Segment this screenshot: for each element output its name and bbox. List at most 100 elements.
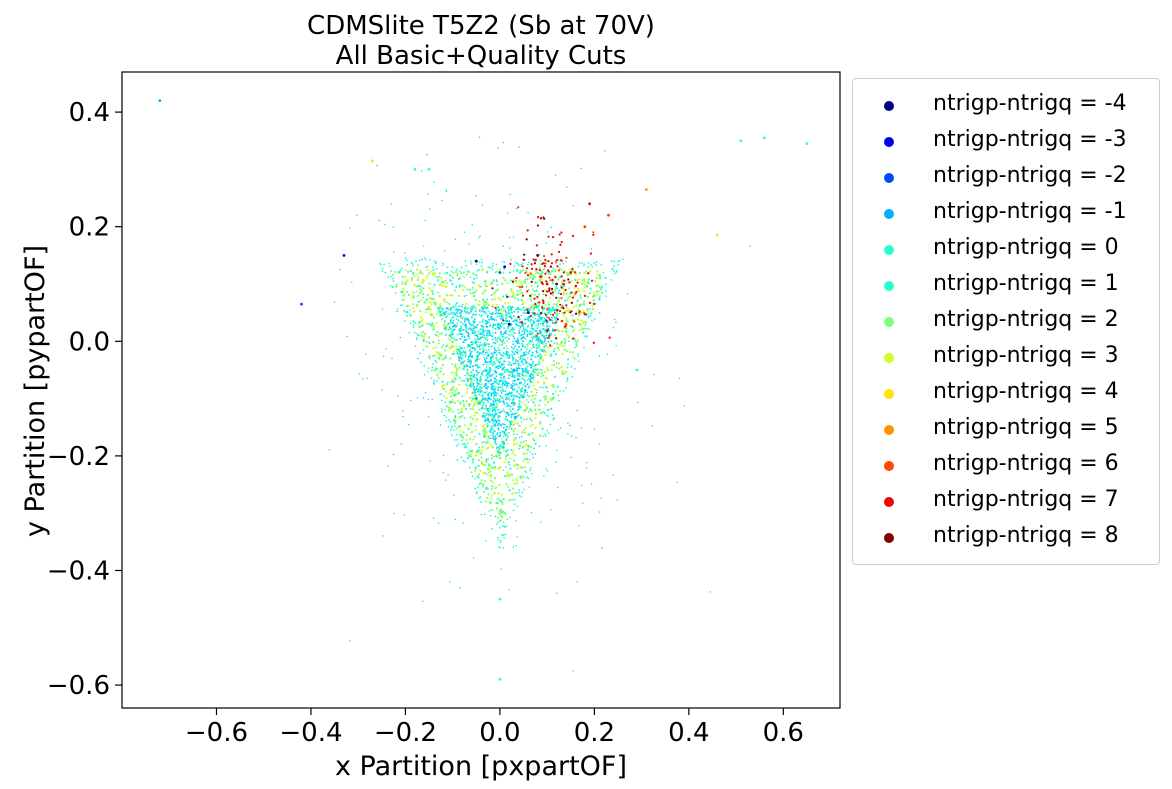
point-halo [440,408,443,410]
point-band [428,308,431,310]
point-halo [589,314,592,317]
point-band [519,271,522,274]
point-band [421,318,424,321]
point-halo [559,390,562,393]
point-halo [613,272,616,275]
point-band [545,385,547,388]
point-band [486,487,489,490]
point-band [455,303,457,306]
point-band [577,287,580,290]
point-halo [480,501,482,504]
point-halo [526,263,529,266]
point-band [547,301,550,304]
point-halo [525,471,528,474]
point-band [479,469,482,472]
point-halo [389,284,392,287]
point-band [520,477,522,480]
point-band [523,403,526,406]
point-band [587,278,590,281]
point-halo [426,370,429,373]
point-halo [502,521,505,524]
point-halo [521,262,524,265]
point-band [487,468,489,470]
point-band [413,310,416,313]
point-halo [528,261,530,264]
point-band [401,275,404,278]
point-band [575,304,578,307]
point-halo [548,432,550,434]
point-band [501,501,504,504]
point-band [491,446,494,449]
point-band [437,335,439,338]
point-band [451,398,454,401]
point-band [521,401,524,404]
point-band [558,289,561,292]
point-band [487,463,490,466]
point-band [443,281,446,284]
point-band [572,305,575,308]
point-halo [464,259,467,262]
point-halo [600,263,603,266]
point-band [431,322,434,325]
point-band [419,288,422,291]
point-band [579,303,582,306]
point-band [472,397,475,400]
point-band [583,300,585,303]
point-band [527,289,530,292]
point-band [501,503,504,506]
point-halo [566,376,569,379]
point-band [530,419,533,422]
point-band [521,291,524,294]
point-halo [605,283,607,286]
point-halo [442,264,444,267]
point-band [504,279,507,282]
point-band [530,390,533,393]
point-halo [538,267,541,270]
point-band [556,343,559,346]
point-band [513,427,516,430]
point-band [524,278,527,281]
point-band [516,293,519,296]
point-band [547,346,550,349]
point-band [489,471,491,474]
point-band [527,461,530,464]
point-halo [399,304,402,307]
point-band [581,282,584,285]
point-band [482,472,485,474]
point-band [475,418,478,420]
point-band [491,466,494,469]
point-band [436,330,439,333]
point-halo [558,399,560,402]
point-band [420,316,422,319]
point-band [528,433,531,436]
point-band [539,399,542,402]
point-halo [409,309,412,311]
point-halo [450,270,453,273]
point-band [463,446,466,449]
point-halo [497,546,500,548]
point-band [558,362,560,365]
point-halo [510,258,512,261]
point-band [409,270,412,272]
point-band [477,465,480,467]
point-band [563,285,565,288]
point-band [487,458,490,461]
point-band [487,435,490,438]
point-halo [452,271,455,274]
point-halo [448,419,450,421]
point-halo [518,491,521,494]
point-band [530,445,532,448]
point-halo [455,427,458,430]
point-band [443,325,445,328]
point-band [551,384,554,387]
point-band [450,371,453,374]
point-halo [449,429,452,431]
point-halo [531,472,533,475]
point-halo [487,266,490,268]
point-halo [456,438,458,441]
point-band [405,268,407,271]
point-band [527,395,530,398]
point-band [458,412,460,414]
point-band [445,285,448,288]
point-halo [413,331,416,334]
